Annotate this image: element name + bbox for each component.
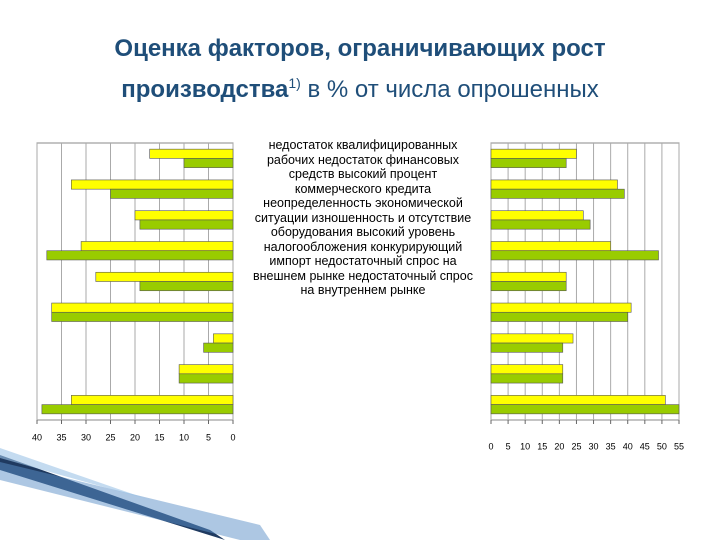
bar — [490, 311, 629, 322]
bar — [490, 302, 632, 313]
x-tick-label: 50 — [657, 441, 667, 451]
bar — [139, 281, 234, 292]
bar — [490, 219, 591, 230]
bar — [178, 373, 234, 384]
x-tick-label: 5 — [506, 441, 511, 451]
title-note: 1) — [288, 75, 301, 91]
x-tick-label: 15 — [537, 441, 547, 451]
bar — [95, 271, 234, 282]
bar — [71, 395, 234, 405]
decoration — [0, 462, 270, 540]
bar — [490, 333, 574, 344]
bullet-text: недостаток квалифицированных рабочих нед… — [253, 138, 473, 297]
decoration — [0, 448, 150, 500]
bar — [490, 179, 618, 190]
x-tick-label: 40 — [32, 432, 42, 442]
x-tick-label: 15 — [154, 432, 164, 442]
x-tick-label: 0 — [230, 432, 235, 442]
x-tick-label: 20 — [130, 432, 140, 442]
bar — [490, 241, 611, 252]
x-tick-label: 30 — [81, 432, 91, 442]
x-tick-label: 30 — [589, 441, 599, 451]
x-tick-label: 40 — [623, 441, 633, 451]
bar — [203, 342, 234, 353]
slide-title: Оценка факторов, ограничивающих рост про… — [60, 32, 660, 107]
bar — [213, 333, 234, 344]
bar — [490, 395, 666, 405]
x-tick-label: 25 — [105, 432, 115, 442]
bar — [490, 404, 680, 415]
bar — [490, 148, 577, 159]
bar — [110, 188, 234, 199]
x-tick-label: 35 — [56, 432, 66, 442]
x-tick-label: 55 — [674, 441, 684, 451]
bar — [51, 311, 234, 322]
bar — [51, 302, 234, 313]
bar — [490, 342, 564, 353]
title-tail: в % от числа опрошенных — [300, 76, 599, 103]
bar — [490, 364, 564, 375]
bar — [178, 364, 234, 375]
x-tick-label: 25 — [571, 441, 581, 451]
x-tick-label: 45 — [640, 441, 650, 451]
x-tick-label: 0 — [488, 441, 493, 451]
x-tick-label: 35 — [606, 441, 616, 451]
bar — [490, 188, 625, 199]
title-text: Оценка факторов, ограничивающих рост про… — [114, 35, 606, 103]
x-tick-label: 10 — [179, 432, 189, 442]
bar — [139, 219, 234, 230]
bar — [71, 179, 234, 190]
bar — [183, 158, 234, 168]
bar — [490, 271, 567, 282]
bar — [149, 148, 234, 159]
bar — [41, 404, 234, 415]
bar — [134, 210, 234, 221]
bar — [80, 241, 234, 252]
x-tick-label: 10 — [520, 441, 530, 451]
x-tick-label: 5 — [206, 432, 211, 442]
bar — [490, 281, 567, 292]
bar — [46, 250, 234, 261]
bar — [490, 158, 567, 168]
x-tick-label: 20 — [554, 441, 564, 451]
bar — [490, 210, 584, 221]
bar — [490, 250, 659, 261]
bar — [490, 373, 564, 384]
